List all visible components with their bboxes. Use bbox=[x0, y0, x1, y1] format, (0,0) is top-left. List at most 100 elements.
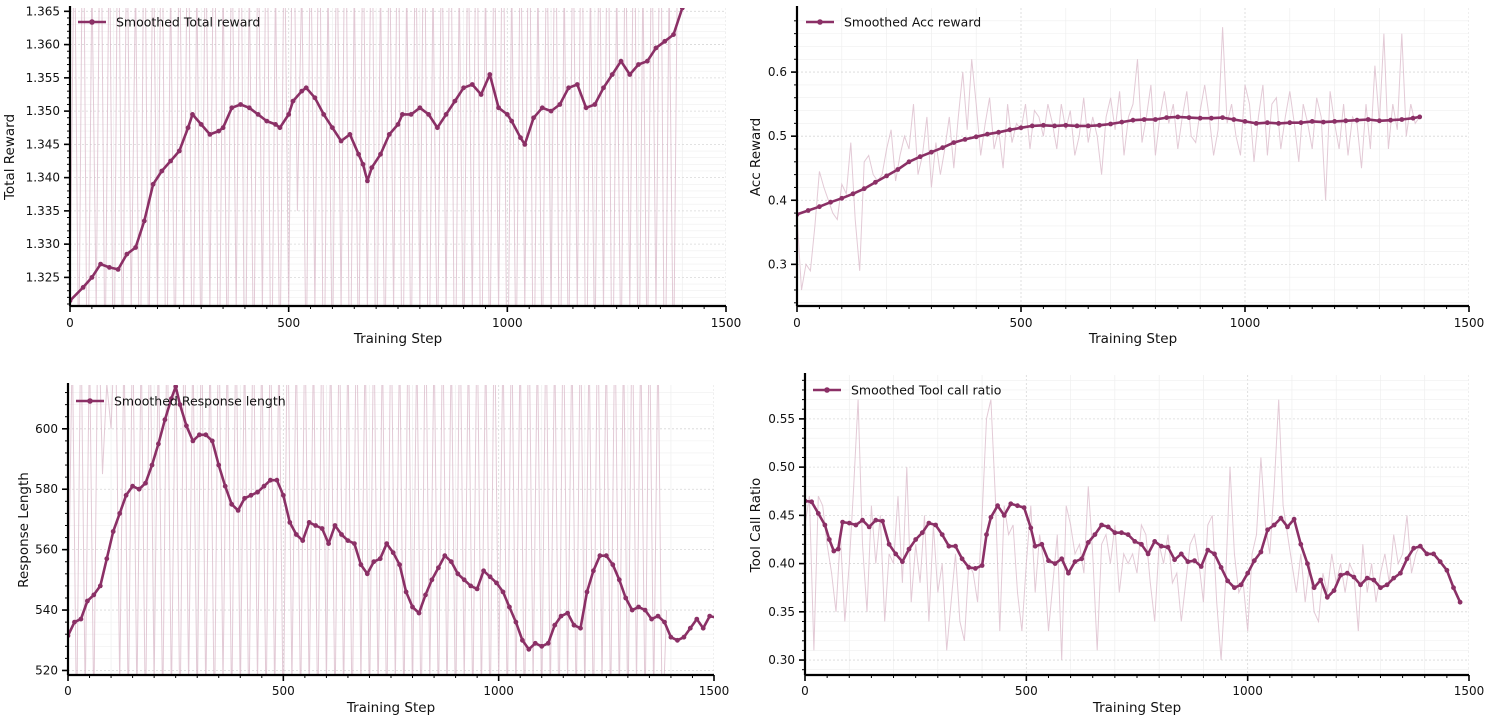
y-tick-label: 580 bbox=[35, 482, 58, 496]
data-point bbox=[591, 568, 596, 574]
data-point bbox=[287, 520, 293, 525]
data-point bbox=[1378, 585, 1383, 591]
data-point bbox=[996, 129, 1001, 135]
data-point bbox=[319, 526, 325, 531]
data-point bbox=[1332, 119, 1337, 124]
data-point bbox=[97, 583, 103, 589]
legend-marker bbox=[824, 387, 830, 393]
data-point bbox=[209, 438, 215, 444]
data-point bbox=[873, 179, 878, 185]
legend-label: Smoothed Response length bbox=[114, 394, 286, 409]
data-point bbox=[500, 589, 506, 595]
y-tick-label: 1.350 bbox=[26, 104, 60, 118]
data-point bbox=[248, 492, 254, 498]
data-point bbox=[616, 577, 622, 583]
data-point bbox=[571, 622, 577, 628]
x-tick-label: 1500 bbox=[711, 316, 742, 330]
data-point bbox=[255, 489, 260, 495]
raw-series-line bbox=[68, 385, 668, 675]
data-point bbox=[1165, 544, 1171, 550]
data-point bbox=[1178, 551, 1184, 557]
data-point bbox=[522, 142, 528, 147]
y-tick-label: 1.345 bbox=[26, 137, 60, 151]
data-point bbox=[1451, 585, 1456, 591]
plot-area bbox=[70, 8, 685, 306]
data-point bbox=[1105, 524, 1111, 530]
y-axis-label: Response Length bbox=[16, 472, 32, 588]
data-point bbox=[906, 546, 912, 552]
data-point bbox=[1444, 567, 1450, 573]
plot-area bbox=[68, 385, 714, 675]
data-point bbox=[539, 105, 545, 111]
data-point bbox=[1298, 541, 1304, 547]
data-point bbox=[277, 125, 283, 131]
data-point bbox=[235, 508, 241, 513]
data-point bbox=[1388, 117, 1393, 123]
y-tick-label: 1.330 bbox=[26, 237, 60, 251]
data-point bbox=[566, 85, 571, 91]
data-point bbox=[1119, 119, 1125, 125]
data-point bbox=[303, 85, 309, 91]
data-point bbox=[169, 396, 174, 401]
data-point bbox=[150, 181, 156, 187]
y-tick-label: 0.40 bbox=[768, 557, 795, 571]
legend: Smoothed Acc reward bbox=[806, 15, 981, 30]
data-point bbox=[1072, 559, 1078, 565]
legend-marker bbox=[817, 19, 823, 25]
data-point bbox=[513, 619, 519, 625]
x-tick-label: 500 bbox=[272, 684, 295, 698]
data-point bbox=[805, 208, 811, 213]
data-point bbox=[1145, 551, 1151, 557]
data-point bbox=[1015, 503, 1020, 509]
data-point bbox=[583, 105, 589, 111]
data-point bbox=[1238, 582, 1244, 588]
data-point bbox=[1066, 570, 1071, 576]
data-point bbox=[1242, 119, 1248, 124]
data-point bbox=[713, 616, 714, 619]
data-point bbox=[953, 543, 958, 549]
data-point bbox=[1265, 120, 1270, 126]
data-point bbox=[1052, 123, 1057, 129]
x-tick-label: 0 bbox=[64, 684, 72, 698]
data-point bbox=[130, 483, 136, 489]
data-point bbox=[815, 511, 821, 516]
data-point bbox=[1231, 117, 1237, 122]
data-point bbox=[846, 520, 852, 526]
data-point bbox=[1001, 513, 1007, 518]
data-point bbox=[435, 125, 440, 131]
data-point bbox=[198, 122, 204, 127]
data-point bbox=[1251, 558, 1257, 564]
data-point bbox=[1132, 539, 1138, 544]
x-tick-label: 1000 bbox=[1230, 316, 1261, 330]
data-point bbox=[1309, 119, 1315, 124]
data-point bbox=[629, 607, 635, 613]
data-point bbox=[360, 161, 366, 167]
data-point bbox=[115, 267, 121, 272]
data-point bbox=[452, 98, 458, 104]
data-point bbox=[1059, 556, 1065, 562]
data-point bbox=[962, 137, 968, 142]
data-point bbox=[1285, 524, 1290, 530]
data-point bbox=[655, 613, 661, 619]
y-tick-label: 1.365 bbox=[26, 4, 60, 18]
legend-label: Smoothed Tool call ratio bbox=[851, 383, 1001, 398]
data-point bbox=[507, 604, 512, 610]
data-point bbox=[364, 571, 370, 577]
data-point bbox=[469, 82, 475, 87]
data-point bbox=[817, 204, 822, 210]
data-point bbox=[369, 165, 375, 171]
data-point bbox=[286, 112, 292, 117]
data-point bbox=[461, 85, 466, 91]
data-point bbox=[443, 112, 449, 117]
data-point bbox=[1008, 501, 1014, 507]
data-point bbox=[1364, 575, 1370, 581]
y-tick-label: 600 bbox=[35, 422, 58, 436]
data-point bbox=[1152, 539, 1158, 544]
data-point bbox=[377, 556, 383, 562]
y-tick-label: 0.30 bbox=[768, 653, 795, 667]
plot-area bbox=[797, 27, 1423, 291]
y-tick-label: 1.335 bbox=[26, 204, 60, 218]
y-tick-label: 520 bbox=[35, 663, 58, 677]
data-point bbox=[1197, 115, 1203, 121]
